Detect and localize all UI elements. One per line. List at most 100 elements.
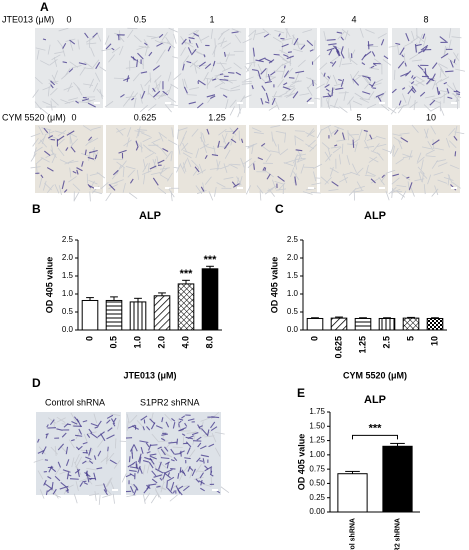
stained-cell: [69, 39, 76, 45]
stained-cell: [231, 31, 239, 34]
stained-cell: [155, 425, 163, 429]
cell-fiber: [270, 125, 281, 128]
stained-cell: [47, 487, 53, 492]
micrograph: [30, 125, 106, 202]
stained-cell: [87, 102, 96, 108]
cell-fiber: [49, 87, 58, 96]
cell-fiber: [134, 130, 145, 133]
cell-fiber: [108, 54, 116, 63]
stained-cell: [140, 415, 148, 421]
stained-cell: [93, 472, 97, 481]
dose-label: 2: [280, 14, 285, 24]
micrograph: [101, 27, 183, 113]
cell-fiber: [300, 163, 305, 174]
image-label: Control shRNA: [45, 397, 105, 407]
stained-cell: [113, 417, 117, 423]
cell-fiber: [102, 494, 113, 498]
stained-cell: [429, 99, 436, 106]
stained-cell: [82, 480, 87, 483]
stained-cell: [193, 32, 200, 37]
stained-cell: [340, 36, 345, 41]
stained-cell: [43, 127, 49, 134]
stained-cell: [253, 163, 255, 170]
cell-fiber: [214, 431, 225, 435]
cell-fiber: [157, 187, 167, 195]
stained-cell: [171, 418, 176, 422]
cell-fiber: [126, 29, 134, 39]
stained-cell: [170, 448, 175, 455]
y-axis-label: OD 405 value: [269, 257, 279, 314]
cell-fiber: [99, 89, 103, 99]
cell-fiber: [208, 190, 214, 201]
cell-fiber: [336, 139, 347, 142]
stained-cell: [232, 127, 239, 135]
stained-cell: [295, 70, 305, 74]
stained-cell: [95, 61, 101, 70]
stained-cell: [367, 41, 370, 50]
stained-cell: [65, 446, 69, 455]
stained-cell: [195, 43, 199, 49]
stained-cell: [233, 183, 240, 188]
cell-fiber: [277, 78, 284, 88]
stained-cell: [57, 443, 65, 451]
cell-fiber: [69, 167, 72, 178]
cell-fiber: [199, 136, 206, 146]
y-tick-label: 1.5: [287, 271, 299, 280]
stained-cell: [62, 469, 71, 473]
cell-fiber: [448, 39, 452, 50]
stained-cell: [125, 473, 132, 478]
cell-fiber: [148, 104, 157, 111]
stained-cell: [263, 33, 270, 38]
cell-fiber: [176, 163, 182, 173]
stained-cell: [181, 433, 186, 436]
stained-cell: [88, 447, 92, 456]
stained-cell: [399, 47, 405, 56]
stained-cell: [177, 472, 180, 479]
cell-fiber: [305, 188, 316, 191]
cell-fiber: [70, 138, 79, 147]
cell-fiber: [73, 82, 81, 91]
cell-fiber: [370, 177, 380, 184]
stained-cell: [278, 33, 281, 37]
cell-fiber: [107, 452, 115, 462]
micrograph: [388, 28, 466, 116]
cell-fiber: [423, 128, 429, 139]
stained-cell: [282, 86, 291, 91]
cell-fiber: [415, 80, 425, 86]
cell-fiber: [433, 171, 444, 176]
cell-fiber: [147, 162, 150, 173]
cell-fiber: [252, 30, 257, 41]
cell-fiber: [278, 54, 288, 62]
stained-cell: [300, 44, 306, 50]
y-tick-label: 1.0: [62, 289, 74, 298]
stained-cell: [260, 68, 267, 75]
cell-fiber: [366, 171, 376, 177]
stained-cell: [71, 421, 78, 425]
stained-cell: [66, 130, 75, 136]
cell-fiber: [136, 128, 140, 139]
cell-fiber: [111, 171, 119, 180]
stained-cell: [309, 49, 314, 52]
cell-fiber: [259, 190, 262, 201]
cell-fiber: [324, 176, 332, 185]
stained-cell: [410, 81, 415, 85]
cell-fiber: [445, 137, 450, 148]
stained-cell: [438, 90, 441, 95]
stained-cell: [228, 71, 235, 74]
stained-cell: [76, 167, 83, 172]
scale-bar: [451, 187, 457, 189]
cell-fiber: [448, 127, 456, 136]
cell-fiber: [222, 67, 232, 72]
stained-cell: [191, 432, 199, 436]
cell-fiber: [352, 100, 363, 106]
cell-fiber: [93, 413, 98, 424]
stained-cell: [177, 485, 184, 490]
stained-cell: [141, 90, 146, 99]
stained-cell: [295, 149, 303, 152]
stained-cell: [208, 443, 215, 448]
cell-fiber: [77, 39, 80, 50]
cell-fiber: [439, 106, 445, 116]
cell-fiber: [39, 489, 45, 499]
cell-fiber: [352, 70, 360, 80]
cell-fiber: [395, 158, 405, 165]
